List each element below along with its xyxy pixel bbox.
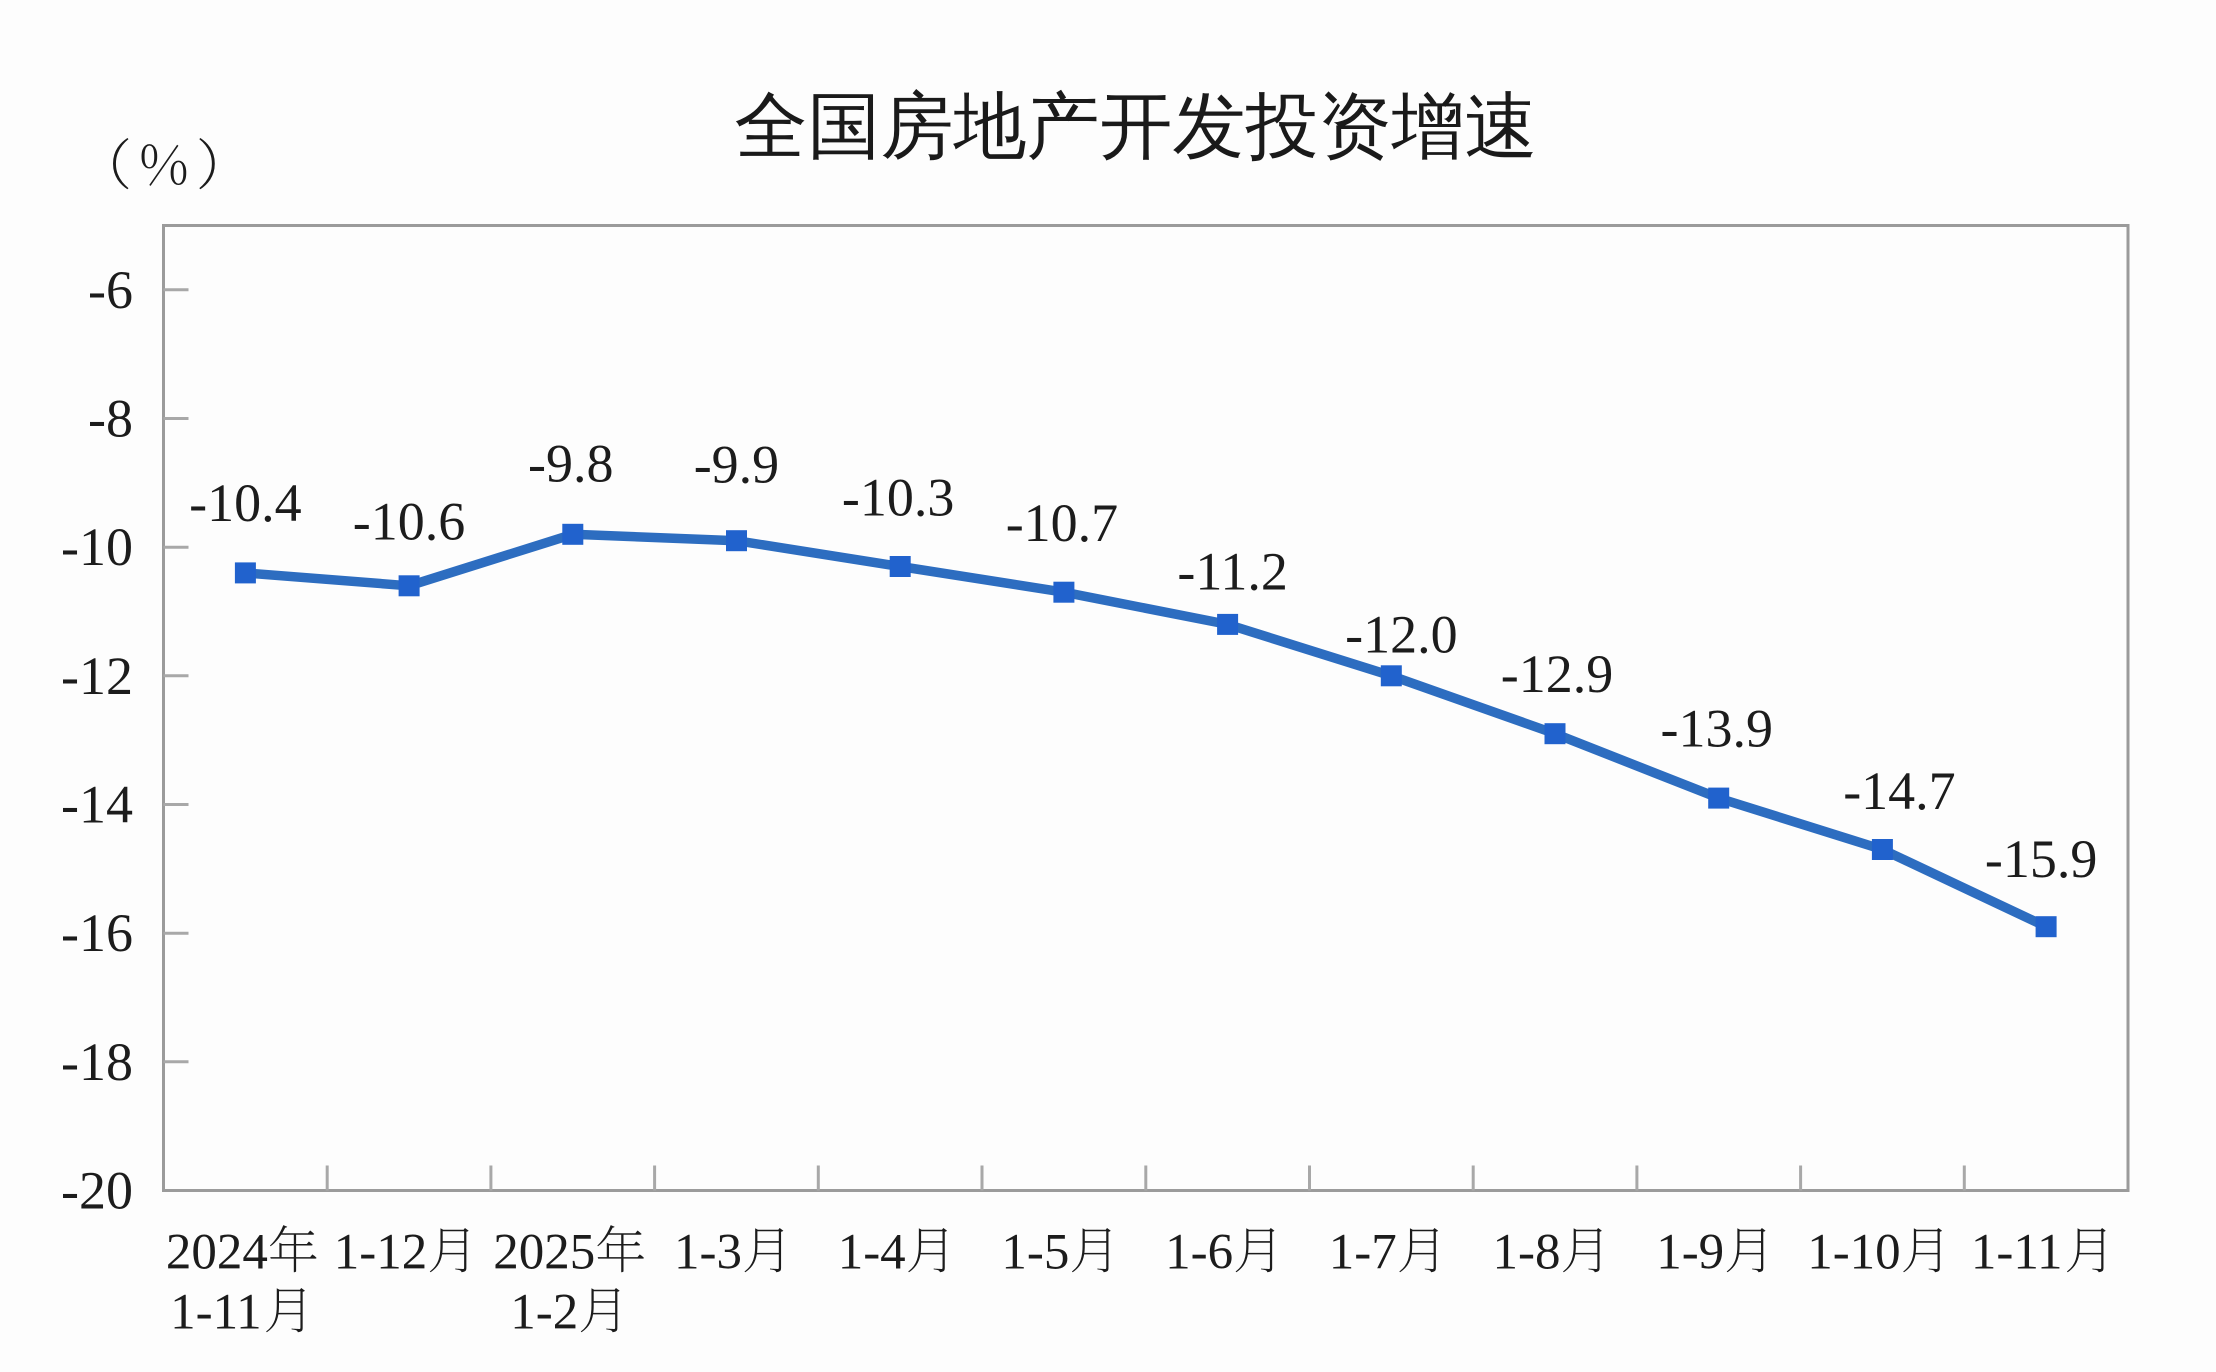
svg-text:-10: -10 — [61, 517, 133, 577]
svg-text:1-9: 1-9 — [1656, 1225, 1724, 1281]
svg-text:2025: 2025 — [493, 1225, 595, 1281]
svg-text:-11.2: -11.2 — [1177, 542, 1287, 602]
svg-text:-8: -8 — [88, 389, 133, 449]
svg-text:-10.7: -10.7 — [1006, 493, 1118, 553]
svg-text:-9.8: -9.8 — [528, 434, 613, 494]
svg-text:-10.4: -10.4 — [189, 473, 301, 533]
svg-text:-13.9: -13.9 — [1661, 699, 1773, 759]
svg-text:-10.6: -10.6 — [353, 492, 465, 552]
svg-text:1-3: 1-3 — [674, 1225, 742, 1281]
svg-text:1-2: 1-2 — [510, 1285, 578, 1341]
svg-text:-6: -6 — [88, 260, 133, 320]
svg-text:1-8: 1-8 — [1493, 1225, 1561, 1281]
svg-text:1-12: 1-12 — [334, 1225, 427, 1281]
svg-text:1-5: 1-5 — [1001, 1225, 1069, 1281]
svg-text:1-11: 1-11 — [1971, 1225, 2063, 1281]
svg-text:-14: -14 — [61, 775, 133, 835]
svg-text:-12: -12 — [61, 646, 133, 706]
svg-text:-12.9: -12.9 — [1501, 644, 1613, 704]
svg-text:-12.0: -12.0 — [1345, 605, 1457, 665]
svg-text:2024: 2024 — [166, 1225, 268, 1281]
svg-text:-14.7: -14.7 — [1843, 761, 1955, 821]
svg-text:1-6: 1-6 — [1165, 1225, 1233, 1281]
svg-text:1-10: 1-10 — [1807, 1225, 1900, 1281]
svg-text:-15.9: -15.9 — [1985, 829, 2097, 889]
svg-text:-18: -18 — [61, 1032, 133, 1092]
svg-text:1-4: 1-4 — [838, 1225, 906, 1281]
svg-text:-20: -20 — [61, 1161, 133, 1221]
svg-text:1-7: 1-7 — [1329, 1225, 1397, 1281]
svg-text:-9.9: -9.9 — [694, 435, 779, 495]
svg-text:-16: -16 — [61, 903, 133, 963]
svg-text:-10.3: -10.3 — [842, 468, 954, 528]
svg-text:1-11: 1-11 — [170, 1285, 262, 1341]
